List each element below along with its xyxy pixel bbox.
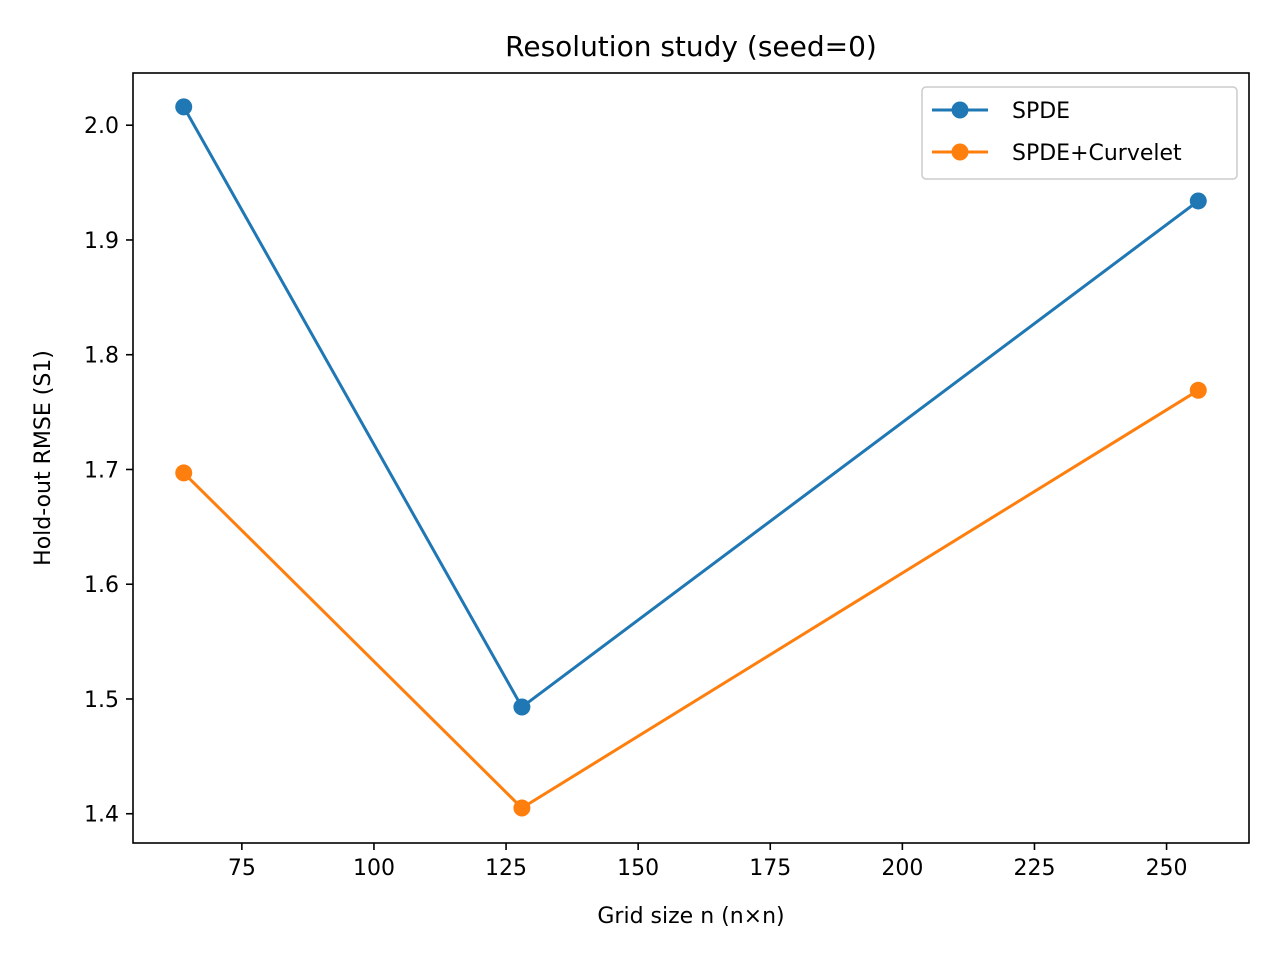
series-layer [175,98,1207,817]
y-tick-label: 1.4 [84,803,119,828]
legend-label: SPDE [1012,99,1070,124]
x-tick-label: 125 [485,856,527,881]
y-axis-label: Hold-out RMSE (S1) [31,350,56,566]
y-axis-ticks: 1.4 1.5 1.6 1.7 1.8 1.9 2.0 [84,114,133,828]
x-axis-ticks: 75 100 125 150 175 200 225 250 [228,843,1188,881]
x-tick-label: 100 [353,856,395,881]
x-tick-label: 200 [881,856,923,881]
y-tick-label: 1.6 [84,573,119,598]
plot-frame [132,72,1250,844]
legend-item-spde-curvelet: SPDE+Curvelet [932,141,1182,166]
legend-item-spde: SPDE [932,99,1070,124]
x-tick-label: 150 [617,856,659,881]
x-tick-label: 175 [749,856,791,881]
legend-box [921,86,1238,180]
data-point-spde-curvelet [175,464,193,482]
data-point-spde-curvelet [1189,381,1207,399]
x-axis-label: Grid size n (n×n) [597,904,784,929]
y-tick-label: 2.0 [84,114,119,139]
data-point-spde [513,698,531,716]
legend-label: SPDE+Curvelet [1012,141,1182,166]
x-tick-label: 75 [228,856,256,881]
legend-swatch-marker [951,143,969,161]
y-tick-label: 1.8 [84,344,119,369]
series-spde [175,98,1207,716]
y-tick-label: 1.7 [84,458,119,483]
data-point-spde [175,98,193,116]
y-tick-label: 1.5 [84,688,119,713]
plot-area [132,72,1250,844]
series-spde-curvelet [175,381,1207,817]
x-tick-label: 250 [1146,856,1188,881]
x-tick-label: 225 [1013,856,1055,881]
legend: SPDE SPDE+Curvelet [921,86,1238,180]
chart-title: Resolution study (seed=0) [505,30,877,63]
y-tick-label: 1.9 [84,229,119,254]
data-point-spde [1189,192,1207,210]
data-point-spde-curvelet [513,799,531,817]
legend-swatch-marker [951,101,969,119]
